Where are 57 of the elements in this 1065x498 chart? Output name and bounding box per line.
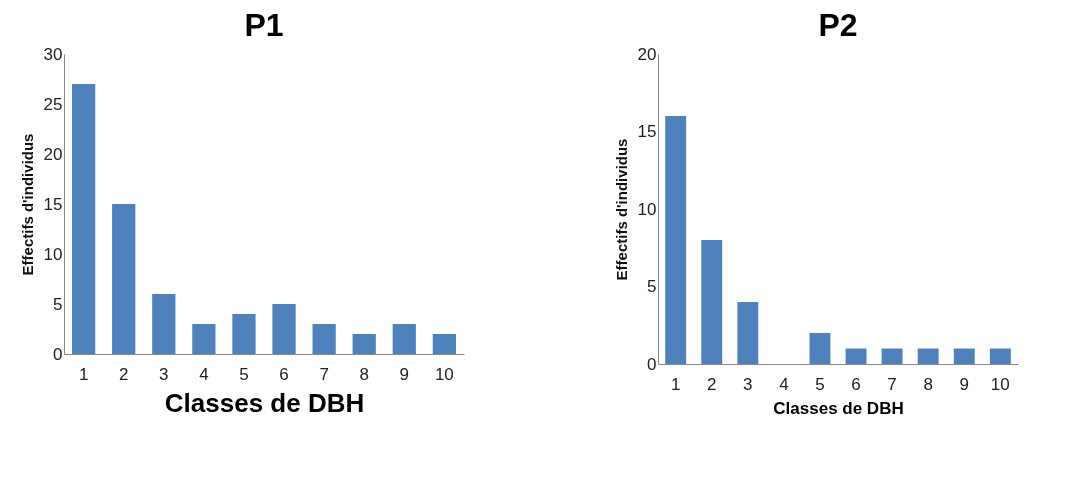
x-tick-label: 7 xyxy=(319,364,329,384)
bar xyxy=(352,334,376,354)
bar xyxy=(392,324,416,354)
x-tick-label: 3 xyxy=(743,374,753,394)
y-tick-label: 10 xyxy=(43,244,63,264)
bar xyxy=(665,116,687,364)
x-axis-title: Classes de DBH xyxy=(773,398,904,418)
x-tick-label: 9 xyxy=(959,374,969,394)
y-tick-label: 20 xyxy=(43,144,63,164)
y-tick-label: 20 xyxy=(637,44,657,64)
x-tick-label: 9 xyxy=(399,364,410,384)
y-tick-label: 15 xyxy=(43,194,63,214)
bar xyxy=(192,324,216,354)
bar xyxy=(152,294,176,354)
y-axis-title: Effectifs d'individus xyxy=(18,133,36,276)
y-axis-title: Effectifs d'individus xyxy=(612,138,630,281)
bar xyxy=(272,304,296,354)
y-tick-label: 0 xyxy=(53,344,63,364)
chart-title: P1 xyxy=(244,7,284,43)
bar xyxy=(881,348,903,364)
bar xyxy=(845,348,867,364)
bar xyxy=(701,240,723,364)
x-tick-label: 8 xyxy=(359,364,369,384)
y-tick-label: 10 xyxy=(637,199,657,219)
bar xyxy=(312,324,336,354)
x-tick-label: 10 xyxy=(990,374,1010,394)
x-tick-label: 1 xyxy=(78,364,89,384)
y-tick-label: 25 xyxy=(43,94,63,114)
x-tick-label: 10 xyxy=(434,364,454,384)
x-tick-label: 5 xyxy=(815,374,825,394)
y-tick-label: 15 xyxy=(637,122,657,141)
x-tick-label: 7 xyxy=(887,374,897,394)
x-tick-label: 4 xyxy=(199,364,209,384)
x-tick-label: 2 xyxy=(707,374,717,394)
y-tick-label: 30 xyxy=(43,44,63,64)
bar xyxy=(232,314,256,354)
x-tick-label: 1 xyxy=(670,374,681,394)
bar xyxy=(953,348,975,364)
y-tick-label: 5 xyxy=(647,277,657,296)
x-tick-label: 6 xyxy=(279,364,289,384)
bar xyxy=(432,334,456,354)
y-tick-label: 0 xyxy=(647,354,657,374)
y-tick-label: 5 xyxy=(53,294,63,314)
x-axis-title: Classes de DBH xyxy=(164,387,365,418)
bar xyxy=(112,204,136,354)
x-tick-label: 5 xyxy=(239,364,249,384)
bar xyxy=(809,333,831,364)
bar xyxy=(737,302,759,364)
bar xyxy=(917,348,939,364)
x-tick-label: 2 xyxy=(118,364,129,384)
chart-title: P2 xyxy=(818,7,858,43)
x-tick-label: 6 xyxy=(851,374,861,394)
x-tick-label: 3 xyxy=(159,364,169,384)
bar xyxy=(72,84,96,354)
x-tick-label: 4 xyxy=(779,374,789,394)
x-tick-label: 8 xyxy=(923,374,933,394)
bar xyxy=(989,348,1011,364)
